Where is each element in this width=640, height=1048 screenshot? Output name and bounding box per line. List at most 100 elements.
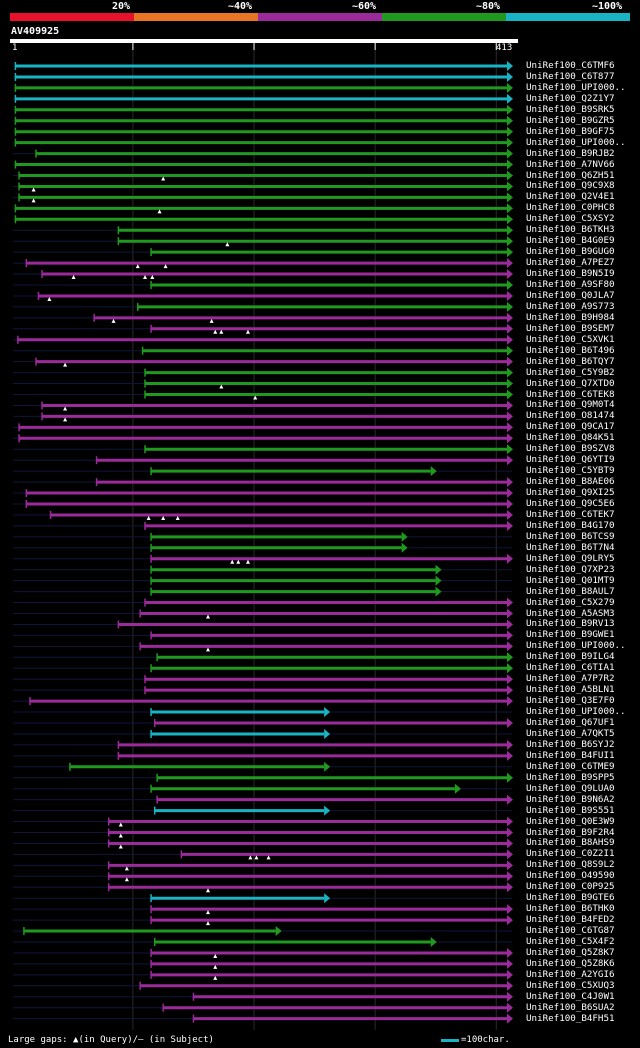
hit-name-link[interactable]: UniRef100_A2YGI6 <box>526 968 615 980</box>
hit-name-link[interactable]: UniRef100_Q2Z1Y7 <box>526 92 615 104</box>
identity-color-legend: 20% ~40% ~60% ~80% ~100% <box>0 0 640 24</box>
hit-name-link[interactable]: UniRef100_C6TIA1 <box>526 662 615 674</box>
hit-name-link[interactable]: UniRef100_Q9M0T4 <box>526 399 615 411</box>
hit-name-link[interactable]: UniRef100_A9S773 <box>526 300 615 312</box>
hit-name-link[interactable]: UniRef100_B6T7N4 <box>526 541 615 553</box>
hit-name-link[interactable]: UniRef100_Q3E7F0 <box>526 695 615 707</box>
hit-name-link[interactable]: UniRef100_B6TCS9 <box>526 530 615 542</box>
hit-name-link[interactable]: UniRef100_C6TME9 <box>526 760 615 772</box>
hit-name-link[interactable]: UniRef100_B9H984 <box>526 311 615 323</box>
hit-name-link[interactable]: UniRef100_B6SYJ2 <box>526 738 615 750</box>
hit-name-link[interactable]: UniRef100_C5XUQ3 <box>526 979 615 991</box>
hit-name-link[interactable]: UniRef100_UPI000.. <box>526 706 626 718</box>
hit-name-link[interactable]: UniRef100_A9SF80 <box>526 279 615 290</box>
hit-name-link[interactable]: UniRef100_A7QKT5 <box>526 727 615 739</box>
hit-name-link[interactable]: UniRef100_Q5Z8K6 <box>526 957 615 969</box>
hit-name-link[interactable]: UniRef100_C0Z2I1 <box>526 848 615 860</box>
query-gap-marker <box>146 515 151 520</box>
hit-name-link[interactable]: UniRef100_Q6ZH51 <box>526 169 615 181</box>
hit-name-link[interactable]: UniRef100_C6TG87 <box>526 925 615 937</box>
hit-name-link[interactable]: UniRef100_B4G170 <box>526 519 615 531</box>
hit-name-link[interactable]: UniRef100_B4FUI1 <box>526 749 615 761</box>
hit-name-link[interactable]: UniRef100_C5Y9B2 <box>526 366 615 378</box>
hit-name-link[interactable]: UniRef100_B4G0E9 <box>526 235 615 247</box>
hit-arrow-head <box>507 444 513 455</box>
hit-name-link[interactable]: UniRef100_Q7XP23 <box>526 563 615 575</box>
hit-name-link[interactable]: UniRef100_B9SPP5 <box>526 771 615 783</box>
query-gap-marker <box>213 975 218 980</box>
hit-name-link[interactable]: UniRef100_A7PEZ7 <box>526 257 615 269</box>
hit-name-link[interactable]: UniRef100_A5BLN1 <box>526 684 615 696</box>
hit-name-link[interactable]: UniRef100_B6TKH3 <box>526 224 615 236</box>
hit-name-link[interactable]: UniRef100_B9ILG4 <box>526 651 615 663</box>
hit-name-link[interactable]: UniRef100_B4FED2 <box>526 914 615 926</box>
hit-name-link[interactable]: UniRef100_O81474 <box>526 410 615 422</box>
hit-name-link[interactable]: UniRef100_B9F2R4 <box>526 826 615 838</box>
hit-name-link[interactable]: UniRef100_B9SZV8 <box>526 443 615 455</box>
hit-name-link[interactable]: UniRef100_B9N6A2 <box>526 793 615 805</box>
hit-name-link[interactable]: UniRef100_B4FH51 <box>526 1012 615 1024</box>
hit-name-link[interactable]: UniRef100_UPI000.. <box>526 81 626 93</box>
hit-name-link[interactable]: UniRef100_A7P7R2 <box>526 673 615 685</box>
hit-name-link[interactable]: UniRef100_C5XSY2 <box>526 213 615 225</box>
hit-arrow-head <box>507 750 513 761</box>
hit-name-link[interactable]: UniRef100_Q9C9X8 <box>526 180 615 192</box>
hit-name-link[interactable]: UniRef100_C6TEK8 <box>526 388 615 400</box>
hit-name-link[interactable]: UniRef100_C4J0W1 <box>526 990 615 1002</box>
hit-name-link[interactable]: UniRef100_Q6YTI9 <box>526 454 615 466</box>
hit-name-link[interactable]: UniRef100_C6T877 <box>526 70 615 82</box>
hit-name-link[interactable]: UniRef100_Q01MT9 <box>526 574 615 586</box>
hit-name-link[interactable]: UniRef100_C5YBT9 <box>526 465 615 477</box>
query-gap-marker <box>111 318 116 323</box>
hit-name-link[interactable]: UniRef100_Q0E3W9 <box>526 815 615 827</box>
hit-name-link[interactable]: UniRef100_Q9LRY5 <box>526 552 615 564</box>
hit-arrow-head <box>507 290 513 301</box>
hit-name-link[interactable]: UniRef100_C5X279 <box>526 596 615 608</box>
hit-name-link[interactable]: UniRef100_B9S551 <box>526 804 615 816</box>
hit-name-link[interactable]: UniRef100_B9GWE1 <box>526 629 615 641</box>
hit-name-link[interactable]: UniRef100_C5XVK1 <box>526 333 615 345</box>
hit-name-link[interactable]: UniRef100_C0PHC8 <box>526 202 615 214</box>
hit-name-link[interactable]: UniRef100_B6THK0 <box>526 903 615 915</box>
hit-name-link[interactable]: UniRef100_Q0JLA7 <box>526 289 615 301</box>
hit-name-link[interactable]: UniRef100_B9RJB2 <box>526 147 615 159</box>
hit-name-link[interactable]: UniRef100_B9SEM7 <box>526 322 615 334</box>
hit-name-link[interactable]: UniRef100_B9RV13 <box>526 618 615 630</box>
hit-name-link[interactable]: UniRef100_O49590 <box>526 870 615 882</box>
hit-name-link[interactable]: UniRef100_Q9LUA0 <box>526 782 615 794</box>
query-gap-marker <box>63 417 68 422</box>
hit-name-link[interactable]: UniRef100_C6TEK7 <box>526 508 615 520</box>
hit-name-link[interactable]: UniRef100_Q5Z8K7 <box>526 946 615 958</box>
hit-name-link[interactable]: UniRef100_A7NV66 <box>526 158 615 170</box>
hit-name-link[interactable]: UniRef100_B9GF75 <box>526 125 615 137</box>
hit-name-link[interactable]: UniRef100_B9SRK5 <box>526 103 615 115</box>
hit-name-link[interactable]: UniRef100_B6TQY7 <box>526 355 615 367</box>
hit-name-link[interactable]: UniRef100_B6T496 <box>526 344 615 356</box>
hit-name-link[interactable]: UniRef100_B8AUL7 <box>526 585 615 597</box>
hit-name-link[interactable]: UniRef100_A5ASM3 <box>526 607 615 619</box>
legend-label-100: ~100% <box>592 1 623 12</box>
hit-name-link[interactable]: UniRef100_B6SUA2 <box>526 1001 615 1013</box>
hit-name-link[interactable]: UniRef100_B8AE06 <box>526 476 615 488</box>
hit-arrow-head <box>507 400 513 411</box>
hit-name-link[interactable]: UniRef100_UPI000.. <box>526 640 626 652</box>
hit-name-link[interactable]: UniRef100_B9GZR5 <box>526 114 615 126</box>
query-gap-marker <box>236 559 241 564</box>
hit-name-link[interactable]: UniRef100_B9GTE6 <box>526 892 615 904</box>
hit-name-link[interactable]: UniRef100_Q67UF1 <box>526 717 615 728</box>
hit-name-link[interactable]: UniRef100_B9N5I9 <box>526 268 615 280</box>
hit-name-link[interactable]: UniRef100_Q2V4E1 <box>526 191 615 203</box>
hit-name-link[interactable]: UniRef100_UPI000.. <box>526 136 626 148</box>
hit-name-link[interactable]: UniRef100_C6TMF6 <box>526 60 615 71</box>
hit-name-link[interactable]: UniRef100_Q9XI25 <box>526 487 615 499</box>
hit-name-link[interactable]: UniRef100_Q9CA17 <box>526 421 615 433</box>
hit-name-link[interactable]: UniRef100_B8AHS9 <box>526 837 615 849</box>
hit-arrow-head <box>430 466 437 477</box>
hit-name-link[interactable]: UniRef100_B9GUG0 <box>526 246 615 258</box>
hit-name-link[interactable]: UniRef100_Q8S9L2 <box>526 859 615 871</box>
hit-name-link[interactable]: UniRef100_Q9C5E6 <box>526 498 615 509</box>
hit-name-link[interactable]: UniRef100_Q84K51 <box>526 432 615 444</box>
hit-name-link[interactable]: UniRef100_C0P925 <box>526 881 615 893</box>
hit-name-link[interactable]: UniRef100_C5X4F2 <box>526 936 615 947</box>
hit-name-link[interactable]: UniRef100_Q7XTD0 <box>526 377 615 389</box>
